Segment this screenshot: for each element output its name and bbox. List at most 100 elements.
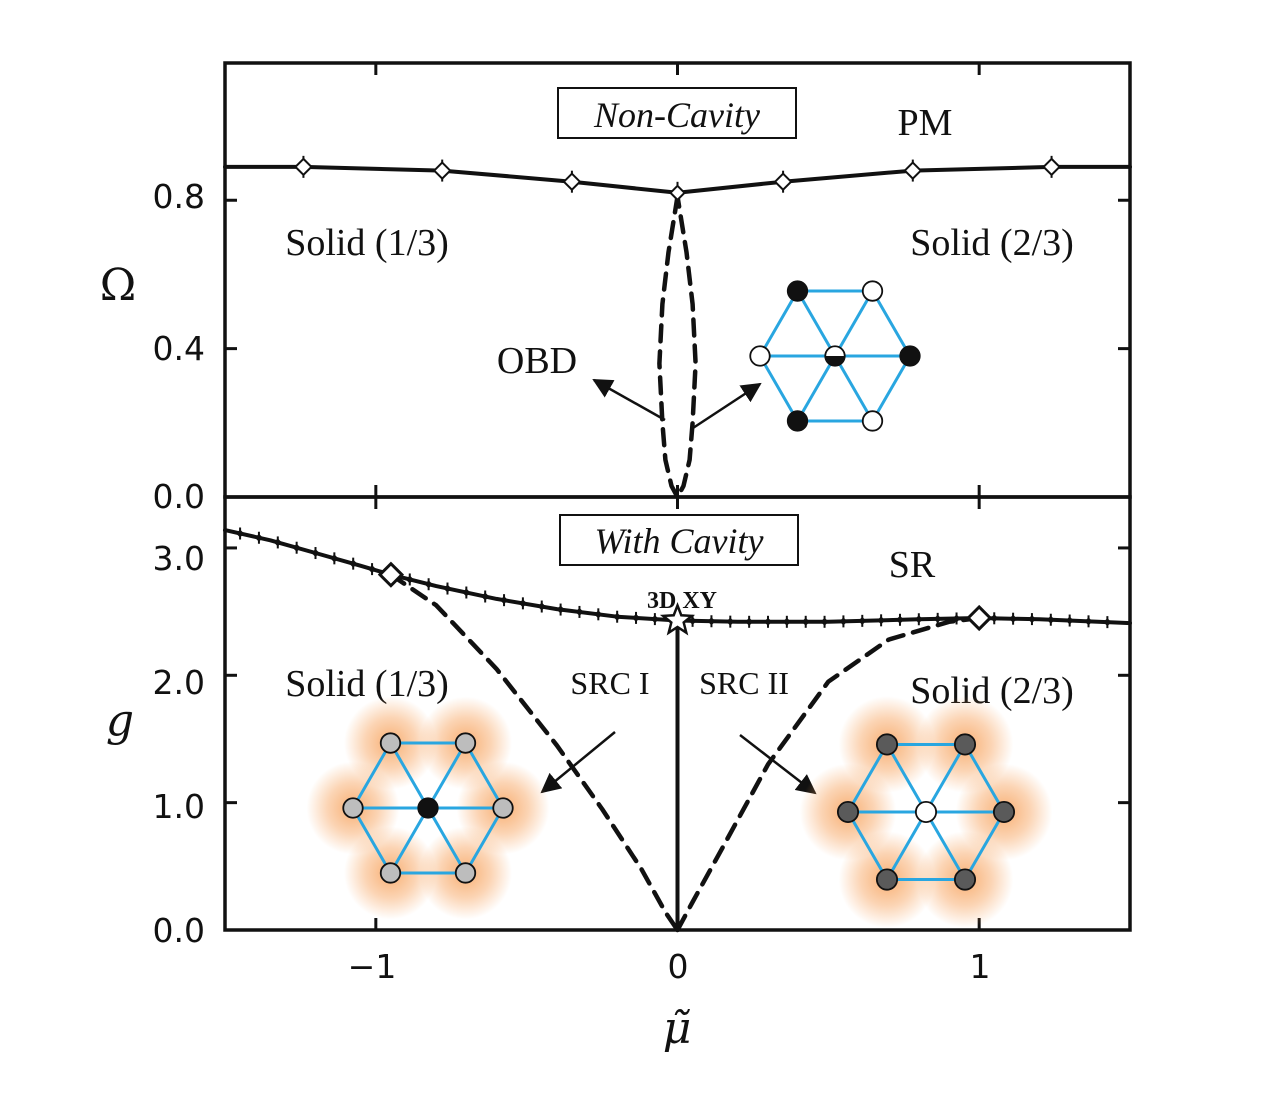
data-point [273,538,282,547]
data-point [424,580,433,589]
data-point [1065,616,1074,625]
data-point [254,533,263,542]
data-point [858,616,867,625]
non-cavity-label: Non-Cavity [593,95,760,135]
data-point [650,615,659,624]
lattice-bond [924,811,967,881]
bottom-ytick-label-3: 3.0 [153,539,205,578]
data-lines [223,164,1132,933]
data-point [405,575,414,584]
lattice-site [417,797,439,819]
data-point [839,617,848,626]
top-ytick-label-1: 0.4 [153,329,205,368]
data-point [688,616,697,625]
lattice-site [749,345,771,367]
data-point [294,157,313,177]
data-point [556,605,565,614]
data-point [820,617,829,626]
data-point [575,607,584,616]
xtick-label-neg1: −1 [348,947,397,986]
lattice-site [914,800,938,824]
xtick-label-0: 0 [668,947,689,986]
data-point [764,617,772,626]
data-point [707,617,716,626]
lattice-bond [796,355,837,422]
data-point [726,617,735,626]
data-markers [236,155,1112,636]
data-point [745,617,754,626]
src1-label: SRC I [570,665,649,701]
data-point [518,599,527,608]
lattice-site [454,732,477,754]
lattice-bond [426,807,467,874]
obd-label: OBD [497,340,577,382]
lattice-bond [426,742,467,809]
obd-arrow-right [692,382,762,430]
data-point [537,602,546,611]
series-line-1-2 [675,615,982,933]
lattice-site [899,345,921,367]
lattice-bond [885,811,928,881]
non-cavity-label-box [557,87,797,139]
lattice-site [379,862,402,884]
top-ytick-label-2: 0.8 [153,177,205,216]
data-point [443,584,452,593]
src2-arrow [739,734,817,795]
data-point [952,614,961,623]
data-point [782,617,791,626]
data-point [669,184,686,202]
lattice-bond [796,290,837,357]
src1-arrow [540,731,616,794]
multicritical-point [377,561,405,588]
bottom-ytick-label-0: 0.0 [153,911,205,950]
xlabel: μ̃ [663,1003,692,1054]
top-ylabel: Ω [100,260,136,311]
lattice-site [379,732,402,754]
lattice-site [836,800,860,824]
lattice-site [492,797,514,819]
data-point [613,612,622,621]
data-point [236,529,245,538]
critical-point-star [659,602,696,636]
lattice-site [992,800,1016,824]
data-point [990,614,999,623]
data-point [349,559,358,568]
series-line-0-1 [657,194,698,500]
lattice-site-half [825,356,845,366]
bottom-ytick-label-2: 2.0 [153,663,205,702]
with-cavity-label: With Cavity [595,521,764,561]
lattice-bond [833,355,874,422]
data-point [481,592,490,601]
data-point [1046,615,1055,624]
top-solid-right-label: Solid (2/3) [910,222,1074,264]
lattice-site [786,410,809,432]
data-point [1009,614,1018,623]
lattice-bond [885,743,928,813]
lattice-bond [924,743,967,813]
data-point [632,613,641,622]
with-cavity-label-box [559,514,799,566]
multicritical-point [966,604,993,632]
data-point [903,161,923,180]
bottom-ytick-label-1: 1.0 [153,787,205,826]
bottom-solid-left-label: Solid (1/3) [285,663,449,705]
lattice-site [861,410,884,432]
data-point [330,554,339,563]
data-point [1103,618,1112,627]
obd-arrow-left [592,378,666,422]
lattice-site [342,797,364,819]
lattice-site [953,868,977,891]
top-ytick-label-0: 0.0 [153,477,205,516]
series-line-1-1 [388,572,680,933]
data-point [773,172,793,192]
data-point [500,596,509,605]
series-line-1-0 [223,528,1132,626]
data-point [914,615,923,624]
xtick-label-1: 1 [970,947,991,986]
data-point [311,549,320,558]
data-point [594,610,603,619]
lattice-site [861,280,884,302]
data-point [368,565,377,574]
lattice-site [875,868,899,891]
